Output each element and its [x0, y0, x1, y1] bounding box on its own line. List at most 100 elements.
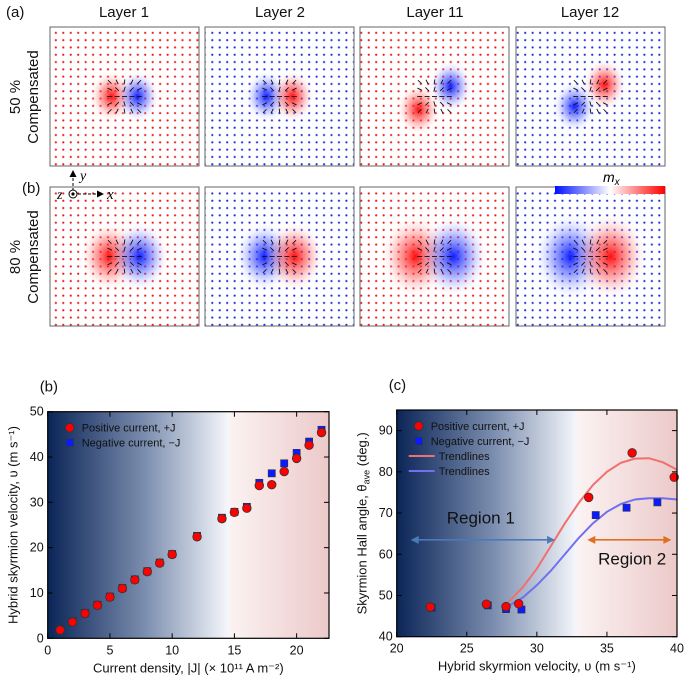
spin-arrow [136, 262, 142, 266]
spin-arrow [581, 247, 586, 252]
spin-arrow [123, 239, 126, 245]
spin-arrow [129, 87, 134, 92]
spin-arrow [285, 79, 289, 85]
spin-arrow [115, 87, 120, 92]
panel-label: (c) [389, 377, 407, 394]
spin-arrow [123, 101, 126, 107]
spin-arrow [603, 239, 608, 244]
spin-arrow [278, 268, 281, 274]
spin-arrow [439, 261, 444, 266]
spin-arrow [596, 79, 600, 85]
legend-entry: Positive current, +J [82, 423, 176, 435]
spin-arrow [425, 268, 429, 274]
x-tick-label: 30 [530, 642, 544, 656]
point-negative [622, 503, 631, 512]
spin-arrow [262, 109, 267, 114]
spin-arrow [425, 101, 430, 106]
spin-arrow [285, 239, 289, 245]
spin-arrow [130, 79, 134, 85]
spin-arrow [433, 246, 436, 252]
point-positive [267, 479, 277, 490]
point-negative [653, 498, 662, 507]
point-positive [192, 532, 202, 542]
panel-row2-layer-11 [359, 186, 510, 327]
layer-title-11: Layer 11 [406, 4, 463, 21]
spin-arrow [137, 79, 142, 84]
spin-arrow [446, 102, 452, 106]
spin-arrow [291, 87, 297, 91]
spin-arrow [115, 247, 120, 252]
point-positive [669, 472, 679, 482]
spin-arrow [589, 101, 592, 107]
panel-frame [204, 186, 355, 327]
chart-b: (b) 0 5 10 15 20 0 10 20 30 40 50 Positive current, … [6, 379, 330, 675]
y-tick-label: 60 [379, 547, 393, 561]
y-tick-label: 40 [30, 450, 44, 464]
colorbar: mx [555, 169, 665, 194]
colorbar-gradient [555, 186, 665, 194]
spin-arrow [278, 246, 281, 252]
spin-arrow [107, 87, 113, 91]
z-axis-letter: z [56, 188, 63, 203]
spin-arrow [292, 239, 297, 244]
x-tick-label: 15 [227, 643, 241, 657]
point-positive [279, 466, 289, 477]
spin-arrow [596, 268, 600, 274]
spin-arrow [262, 269, 267, 274]
spin-arrow [581, 239, 585, 245]
x-axis-letter: x [106, 187, 114, 203]
point-positive [92, 600, 103, 610]
panel-row1-layer-12 [515, 26, 666, 167]
spin-arrow [130, 108, 134, 114]
spin-arrow [589, 79, 592, 85]
y-tick-label: 40 [379, 630, 393, 644]
spin-arrow [278, 86, 281, 92]
spin-arrow [270, 261, 275, 266]
panel-row1-layer-2 [204, 26, 355, 167]
plot-background [396, 410, 677, 637]
plot-background [47, 411, 329, 639]
spin-arrow [595, 261, 600, 266]
x-axis-label: Hybrid skyrmion velocity, υ (m s⁻¹) [438, 659, 636, 674]
spin-arrow [278, 261, 281, 267]
spin-arrow [573, 79, 578, 84]
chart-c: (c) 20 25 30 35 40 40 50 60 70 80 90 Region 1 Region … [355, 377, 684, 674]
spin-arrow [123, 246, 126, 252]
spin-arrow [107, 269, 112, 274]
spin-arrow [603, 79, 608, 84]
spin-arrow [262, 102, 268, 106]
point-negative [591, 511, 600, 520]
row1-label-comp: Compensated [25, 50, 42, 143]
spin-arrow [107, 247, 113, 251]
x-tick-label: 35 [600, 642, 614, 656]
spin-arrow [278, 79, 281, 85]
spin-arrow [291, 247, 297, 251]
trendline-positive [508, 457, 678, 603]
spin-arrow [589, 261, 592, 267]
spin-arrow [573, 87, 579, 91]
y-axis-letter: y [78, 169, 87, 184]
spin-arrow [447, 79, 452, 84]
spin-arrow [284, 101, 289, 106]
spin-arrow [136, 247, 142, 251]
spin-arrow [596, 108, 600, 114]
legend-entry: Negative current, −J [431, 436, 530, 448]
spin-arrow [602, 247, 608, 251]
spin-arrow [270, 101, 275, 106]
point-positive [167, 549, 177, 560]
spin-arrow [581, 101, 586, 106]
spin-arrow [433, 86, 436, 92]
spin-arrow [433, 79, 436, 85]
point-positive [242, 503, 252, 513]
spin-arrow [433, 108, 436, 114]
point-positive [425, 602, 436, 612]
point-positive [481, 599, 492, 609]
point-positive [304, 440, 314, 450]
magnetization-panels [49, 26, 666, 327]
panel-label: (b) [40, 379, 58, 396]
spin-arrow [417, 87, 423, 91]
layer-title-2: Layer 2 [255, 4, 305, 21]
layer-title-1: Layer 1 [99, 4, 149, 21]
spin-arrow [270, 239, 274, 245]
